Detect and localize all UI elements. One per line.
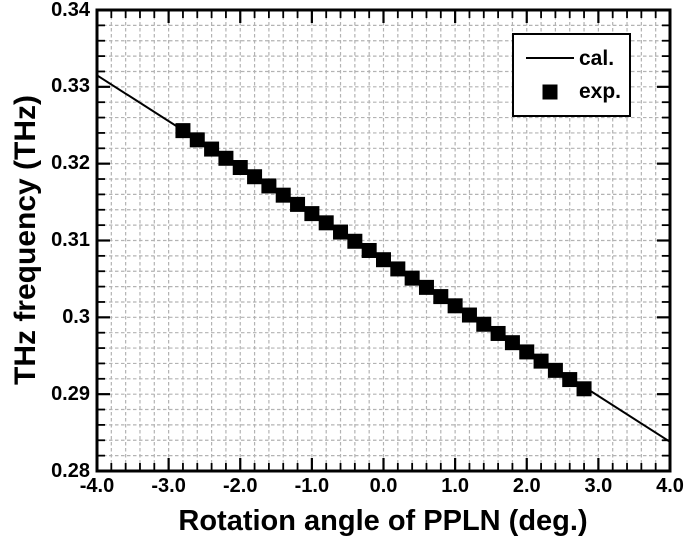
y-tick-label: 0.31	[51, 229, 90, 251]
exp-marker-swatch	[526, 83, 574, 101]
x-tick-label: 0.0	[369, 475, 398, 497]
x-tick-label: 4.0	[656, 475, 684, 497]
cal-line-swatch	[526, 49, 574, 67]
y-tick-label: 0.34	[51, 0, 90, 21]
legend-item-cal: cal.	[514, 48, 629, 69]
y-tick-label: 0.3	[62, 305, 90, 328]
y-tick-label: 0.29	[51, 382, 90, 405]
y-axis-title: THz frequency (THz)	[9, 94, 42, 386]
legend-item-exp: exp.	[514, 81, 629, 102]
y-tick-label: 0.28	[51, 459, 90, 482]
x-tick-label: 3.0	[584, 475, 613, 497]
legend-label-exp: exp.	[579, 80, 622, 104]
x-tick-label: 2.0	[512, 475, 541, 497]
legend-label-cal: cal.	[579, 46, 615, 70]
y-tick-label: 0.32	[51, 152, 90, 175]
x-tick-label: 1.0	[441, 475, 470, 497]
legend: cal. exp.	[512, 33, 631, 117]
x-tick-label: -3.0	[151, 475, 186, 497]
x-tick-label: -1.0	[294, 475, 330, 497]
x-tick-label: -2.0	[223, 475, 258, 497]
x-tick-label: -4.0	[79, 475, 115, 497]
x-axis-title: Rotation angle of PPLN (deg.)	[178, 505, 588, 537]
y-tick-label: 0.33	[51, 75, 90, 98]
